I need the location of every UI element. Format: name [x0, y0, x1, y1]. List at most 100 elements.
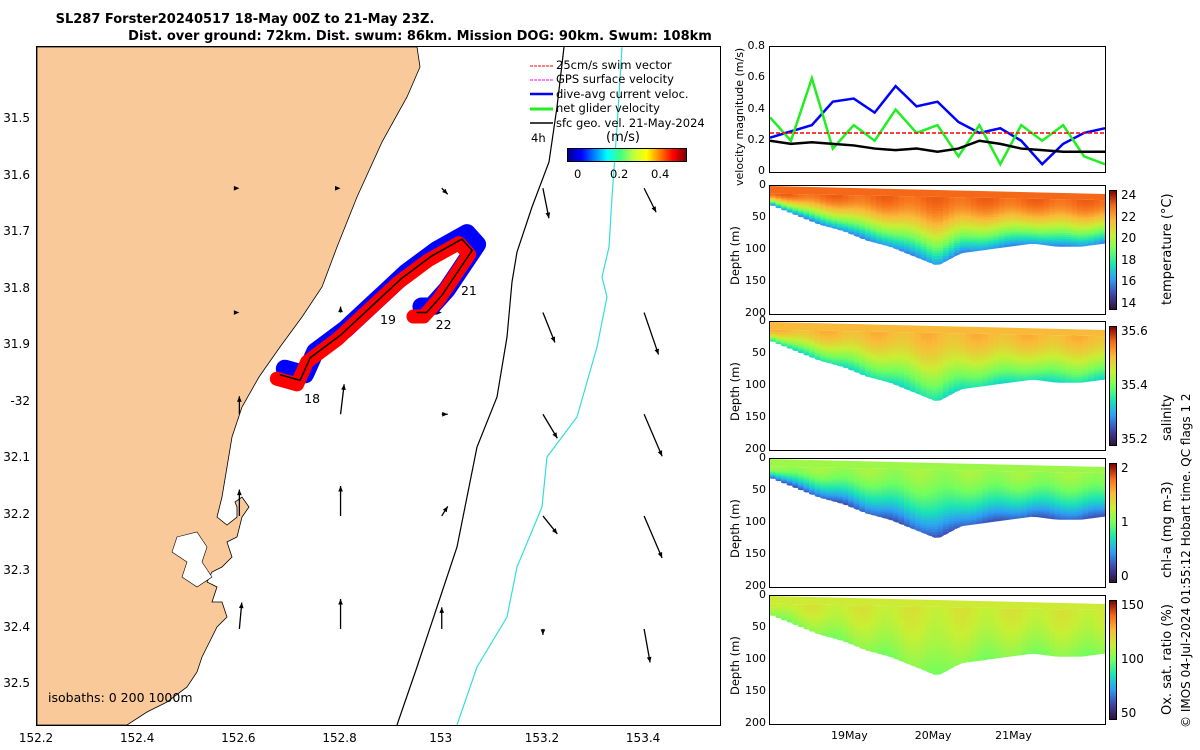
- velocity-y-tick: 0.6: [747, 70, 766, 84]
- map-x-tick: 153: [429, 731, 453, 745]
- depth-y-tick: 200: [745, 716, 766, 729]
- map-y-tick: 31.5: [3, 111, 30, 126]
- current-vector: [441, 506, 449, 517]
- current-vector: [338, 598, 343, 629]
- variable-label: salinity: [1160, 394, 1175, 441]
- depth-y-tick: 0: [759, 451, 766, 464]
- track-day-label: 18: [304, 390, 321, 406]
- current-vector: [542, 188, 551, 219]
- map-y-tick: 32.1: [3, 450, 30, 465]
- section-panel-0: [769, 185, 1106, 315]
- depth-y-tick: 100: [745, 515, 766, 528]
- depth-y-tick: 50: [752, 620, 766, 633]
- map-y-tick: 32.3: [3, 563, 30, 578]
- map-x-tick: 152.4: [119, 731, 155, 745]
- map-y-tick: 31.6: [3, 167, 30, 182]
- current-vector: [643, 515, 663, 559]
- velocity-y-tick: 0.2: [747, 132, 766, 146]
- seabed-mask: [770, 205, 1105, 314]
- colorbar-tick: 18: [1121, 252, 1137, 267]
- colorbar-tick: 22: [1121, 209, 1137, 224]
- chart-title-line1: SL287 Forster20240517 18-May 00Z to 21-M…: [55, 12, 435, 27]
- depth-y-tick: 100: [745, 378, 766, 391]
- map-x-tick: 152.2: [18, 731, 54, 745]
- legend-unit-label: (m/s): [606, 130, 640, 145]
- legend-net-velocity: net glider velocity: [556, 101, 660, 115]
- map-colorbar: [567, 148, 687, 162]
- legend-swatches: [530, 65, 553, 124]
- current-vector: [441, 411, 448, 417]
- section-panel-3: [769, 595, 1106, 725]
- depth-ylabel: Depth (m): [728, 636, 742, 695]
- map-legend: [525, 56, 725, 136]
- credit-text: © IMOS 04-Jul-2024 01:55:12 Hobart time.…: [1179, 393, 1193, 728]
- depth-y-tick: 50: [752, 346, 766, 359]
- map-y-tick: 32.5: [3, 676, 30, 691]
- chart-title-line2: Dist. over ground: 72km. Dist. swum: 86k…: [128, 29, 712, 44]
- section-colorbar-2: [1109, 463, 1117, 583]
- isobaths-label: isobaths: 0 200 1000m: [48, 690, 193, 705]
- depth-y-tick: 0: [759, 588, 766, 601]
- current-vector: [542, 312, 556, 343]
- colorbar-tick: 16: [1121, 274, 1137, 289]
- colorbar-tick: 150: [1121, 598, 1144, 612]
- isobath-1000: [456, 47, 623, 725]
- depth-y-tick: 200: [745, 442, 766, 455]
- map-x-tick: 152.6: [221, 731, 256, 745]
- colorbar-tick: 50: [1121, 706, 1137, 720]
- colorbar-tick: 2: [1121, 461, 1129, 475]
- legend-dive-avg: dive-avg current veloc.: [556, 87, 689, 101]
- section-x-tick: 20May: [914, 729, 952, 742]
- map-y-tick: 32.2: [3, 506, 30, 521]
- land-area: [37, 47, 421, 725]
- depth-ylabel: Depth (m): [728, 226, 742, 285]
- colorbar-tick: 0.4: [651, 167, 670, 181]
- depth-y-tick: 200: [745, 306, 766, 319]
- variable-label: temperature (°C): [1160, 193, 1175, 305]
- section-heatmap-2: [770, 459, 1105, 587]
- depth-y-tick: 50: [752, 483, 766, 496]
- velocity-y-tick: 0: [758, 164, 765, 177]
- glider-track: [279, 238, 474, 382]
- current-vector: [643, 312, 660, 355]
- map-x-tick: 153.4: [625, 731, 661, 745]
- seabed-mask: [770, 341, 1105, 450]
- section-colorbar-3: [1109, 600, 1117, 720]
- map-y-tick: 32.4: [3, 619, 30, 634]
- current-vector: [542, 413, 558, 439]
- section-colorbar-0: [1109, 190, 1117, 310]
- depth-y-tick: 150: [745, 410, 766, 423]
- track-day-label: 21: [460, 283, 477, 299]
- depth-y-tick: 100: [745, 242, 766, 255]
- depth-ylabel: Depth (m): [728, 362, 742, 421]
- legend-swim-vector: 25cm/s swim vector: [556, 58, 672, 72]
- current-vector: [238, 602, 244, 630]
- current-vector: [233, 185, 240, 191]
- colorbar-tick: 35.2: [1121, 432, 1148, 446]
- variable-label: chl-a (mg m-3): [1160, 481, 1175, 578]
- velocity-panel: [769, 46, 1106, 173]
- section-heatmap-1: [770, 322, 1105, 450]
- colorbar-tick: 14: [1121, 296, 1137, 310]
- current-vector: [643, 187, 657, 213]
- colorbar-tick: 100: [1121, 652, 1144, 666]
- map-y-tick: 31.9: [3, 337, 30, 352]
- variable-label: Ox. sat. ratio (%): [1160, 604, 1175, 715]
- velocity-plot: [770, 74, 1105, 167]
- colorbar-tick: 1: [1121, 515, 1129, 529]
- current-vector: [441, 187, 449, 195]
- depth-y-tick: 150: [745, 274, 766, 287]
- section-heatmap-0: [770, 186, 1105, 314]
- map-canvas: [37, 47, 663, 725]
- track-day-label: 22: [435, 317, 452, 333]
- colorbar-tick: 35.6: [1121, 324, 1148, 338]
- depth-y-tick: 150: [745, 547, 766, 560]
- section-panel-2: [769, 458, 1106, 588]
- estuary: [171, 531, 213, 588]
- depth-y-tick: 150: [745, 684, 766, 697]
- map-y-tick: 31.7: [3, 224, 30, 239]
- section-colorbar-1: [1109, 326, 1117, 446]
- depth-y-tick: 100: [745, 652, 766, 665]
- legend-time-label: 4h: [531, 131, 546, 145]
- current-vector: [643, 628, 652, 663]
